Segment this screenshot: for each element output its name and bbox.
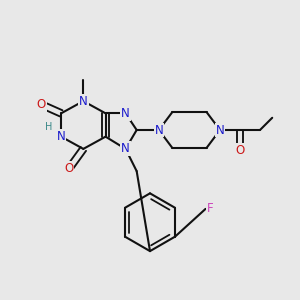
Text: N: N	[57, 130, 65, 143]
Text: O: O	[37, 98, 46, 111]
Text: N: N	[216, 124, 224, 136]
Text: N: N	[79, 94, 88, 108]
Text: N: N	[154, 124, 163, 136]
Text: O: O	[64, 162, 74, 176]
Text: N: N	[121, 142, 130, 155]
Text: H: H	[45, 122, 52, 132]
Text: F: F	[207, 202, 213, 215]
Text: O: O	[236, 143, 244, 157]
Text: N: N	[121, 107, 130, 120]
